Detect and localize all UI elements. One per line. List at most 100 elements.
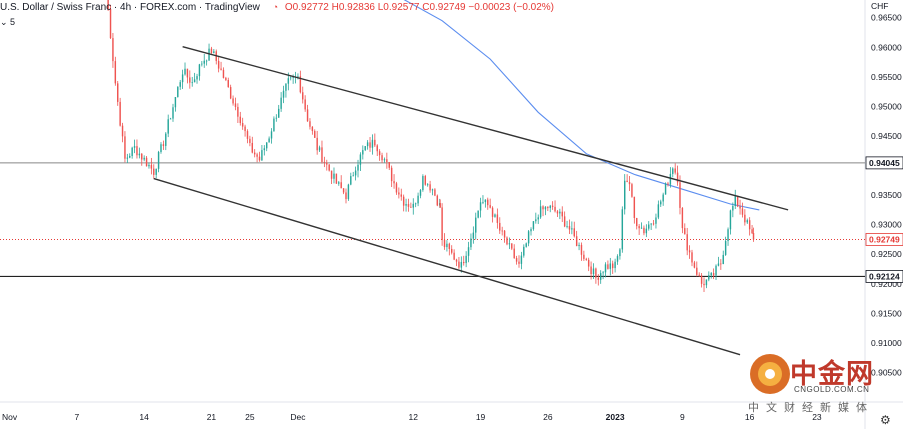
price-label: 0.92124 [869,271,900,281]
candle-down [328,164,330,171]
x-tick-label: Nov [2,412,18,422]
watermark-tagline: 中文财经新媒体 [748,401,874,414]
candle-up [318,147,321,151]
candle-up [417,195,419,204]
candle-up [364,146,366,151]
candle-up [297,76,299,78]
candle-up [446,243,448,248]
y-tick-label: 0.91000 [871,338,902,348]
candle-up [208,48,210,61]
candle-down [311,126,314,132]
candle-down [150,164,153,169]
alert-icon[interactable]: ◔ [272,2,279,12]
indicator-toggle[interactable]: ⌄ 5 [0,17,16,27]
candle-up [645,228,648,234]
candle-down [554,206,556,212]
candle-down [330,170,333,179]
candle-down [501,230,503,232]
symbol-title[interactable]: U.S. Dollar / Swiss Franc · 4h · FOREX.c… [0,2,260,13]
candle-down [107,0,109,9]
candle-down [611,263,614,269]
candle-down [241,123,244,127]
y-tick-label: 0.92500 [871,249,902,259]
candle-down [455,259,458,262]
chart-header: U.S. Dollar / Swiss Franc · 4h · FOREX.c… [0,2,554,13]
candle-up [592,268,595,275]
candle-down [342,188,345,193]
candle-down [628,181,631,185]
price-label: 0.92749 [869,234,900,244]
candle-up [660,201,662,205]
candle-down [453,252,455,260]
channel-line-lower [153,177,741,356]
candle-down [575,236,578,247]
candle-down [513,248,515,259]
candle-up [270,131,273,139]
candle-down [121,125,124,137]
candle-up [165,133,167,146]
ohlc-readout: O0.92772 H0.92836 L0.92577 C0.92749 −0.0… [284,2,554,13]
candle-up [520,255,523,264]
candle-up [467,247,470,256]
candle-up [347,184,350,200]
candle-up [419,190,422,196]
candle-down [402,196,405,206]
candle-down [568,226,571,230]
candle-up [143,157,145,160]
price-axis: 0.90500 0.91000 0.91500 0.92000 0.92500 0.930… [865,1,903,377]
candle-down [256,154,258,157]
candle-down [251,142,254,153]
candle-down [691,252,693,263]
candle-up [614,261,616,269]
candle-up [602,272,604,274]
candle-up [273,118,275,132]
candle-down [696,267,698,275]
y-tick-label: 0.90500 [871,367,902,377]
candle-down [439,203,441,208]
candle-up [508,243,511,245]
candle-down [189,77,191,83]
price-label-box [865,233,903,246]
candle-up [727,229,729,242]
candle-up [126,157,129,159]
y-tick-label: 0.91500 [871,308,902,318]
candle-up [619,249,621,257]
candle-up [179,82,181,87]
candle-up [352,175,354,177]
settings-gear-icon[interactable]: ⚙ [880,413,891,427]
candle-up [422,176,424,191]
candle-down [580,244,583,255]
candle-down [434,189,436,196]
candle-down [688,250,691,253]
candle-up [213,51,215,54]
candle-up [157,151,160,169]
candle-down [556,211,559,214]
candle-up [261,150,263,161]
candle-up [160,144,162,152]
candle-down [676,172,679,183]
candle-up [359,154,362,165]
candle-up [155,168,157,175]
candle-down [386,159,388,163]
candle-up [184,68,186,75]
candle-up [715,265,717,276]
candle-down [573,228,575,237]
candle-down [429,184,431,191]
candle-down [309,121,311,127]
candle-down [410,206,412,208]
candle-down [626,180,628,182]
candle-up [148,164,150,167]
candle-down [109,8,112,39]
candle-up [169,118,172,120]
candle-up [133,146,136,148]
candle-up [724,241,727,255]
candle-down [136,146,138,156]
candle-up [621,209,624,250]
candle-down [693,262,696,268]
x-tick-label: 12 [409,412,419,422]
candle-down [124,136,126,159]
candle-down [496,214,499,223]
candle-down [712,273,715,276]
